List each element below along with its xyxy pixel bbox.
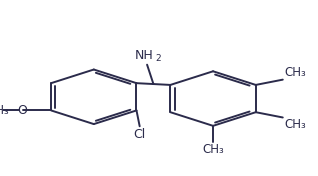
Text: CH₃: CH₃ — [284, 66, 306, 79]
Text: O: O — [17, 104, 27, 117]
Text: CH₃: CH₃ — [202, 143, 224, 156]
Text: NH: NH — [135, 49, 153, 62]
Text: 2: 2 — [155, 54, 161, 63]
Text: CH₃: CH₃ — [284, 118, 306, 131]
Text: Cl: Cl — [134, 128, 146, 141]
Text: CH₃: CH₃ — [0, 104, 10, 117]
